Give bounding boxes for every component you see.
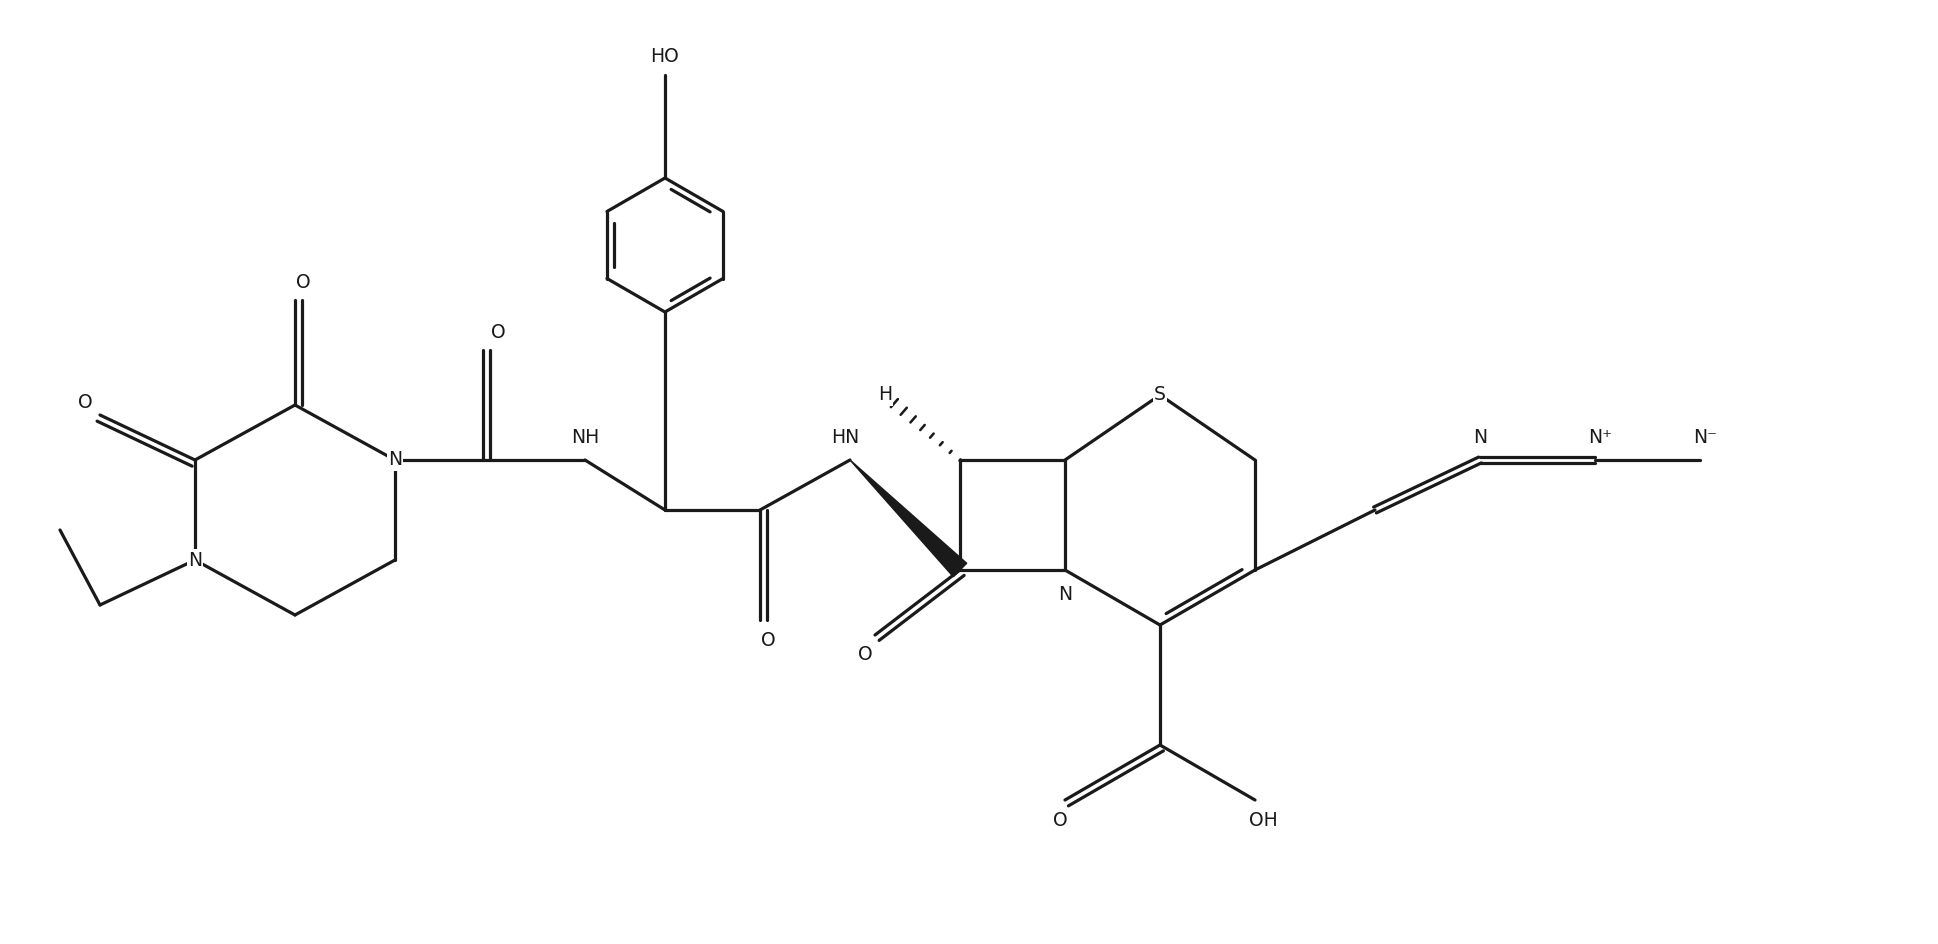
Text: O: O xyxy=(78,394,93,413)
Text: N: N xyxy=(1058,585,1072,604)
Text: HO: HO xyxy=(651,47,680,66)
Text: O: O xyxy=(762,631,775,649)
Polygon shape xyxy=(851,460,967,577)
Text: O: O xyxy=(297,274,310,293)
Text: N: N xyxy=(188,550,202,569)
Text: S: S xyxy=(1153,385,1167,404)
Text: N: N xyxy=(1473,429,1486,447)
Text: N⁻: N⁻ xyxy=(1694,429,1717,447)
Text: N: N xyxy=(388,450,401,469)
Text: HN: HN xyxy=(831,429,859,447)
Text: NH: NH xyxy=(572,429,599,447)
Text: O: O xyxy=(1052,811,1068,830)
Text: O: O xyxy=(859,646,872,665)
Text: O: O xyxy=(490,324,506,343)
Text: N⁺: N⁺ xyxy=(1587,429,1612,447)
Text: H: H xyxy=(878,385,891,404)
Text: OH: OH xyxy=(1248,811,1277,830)
